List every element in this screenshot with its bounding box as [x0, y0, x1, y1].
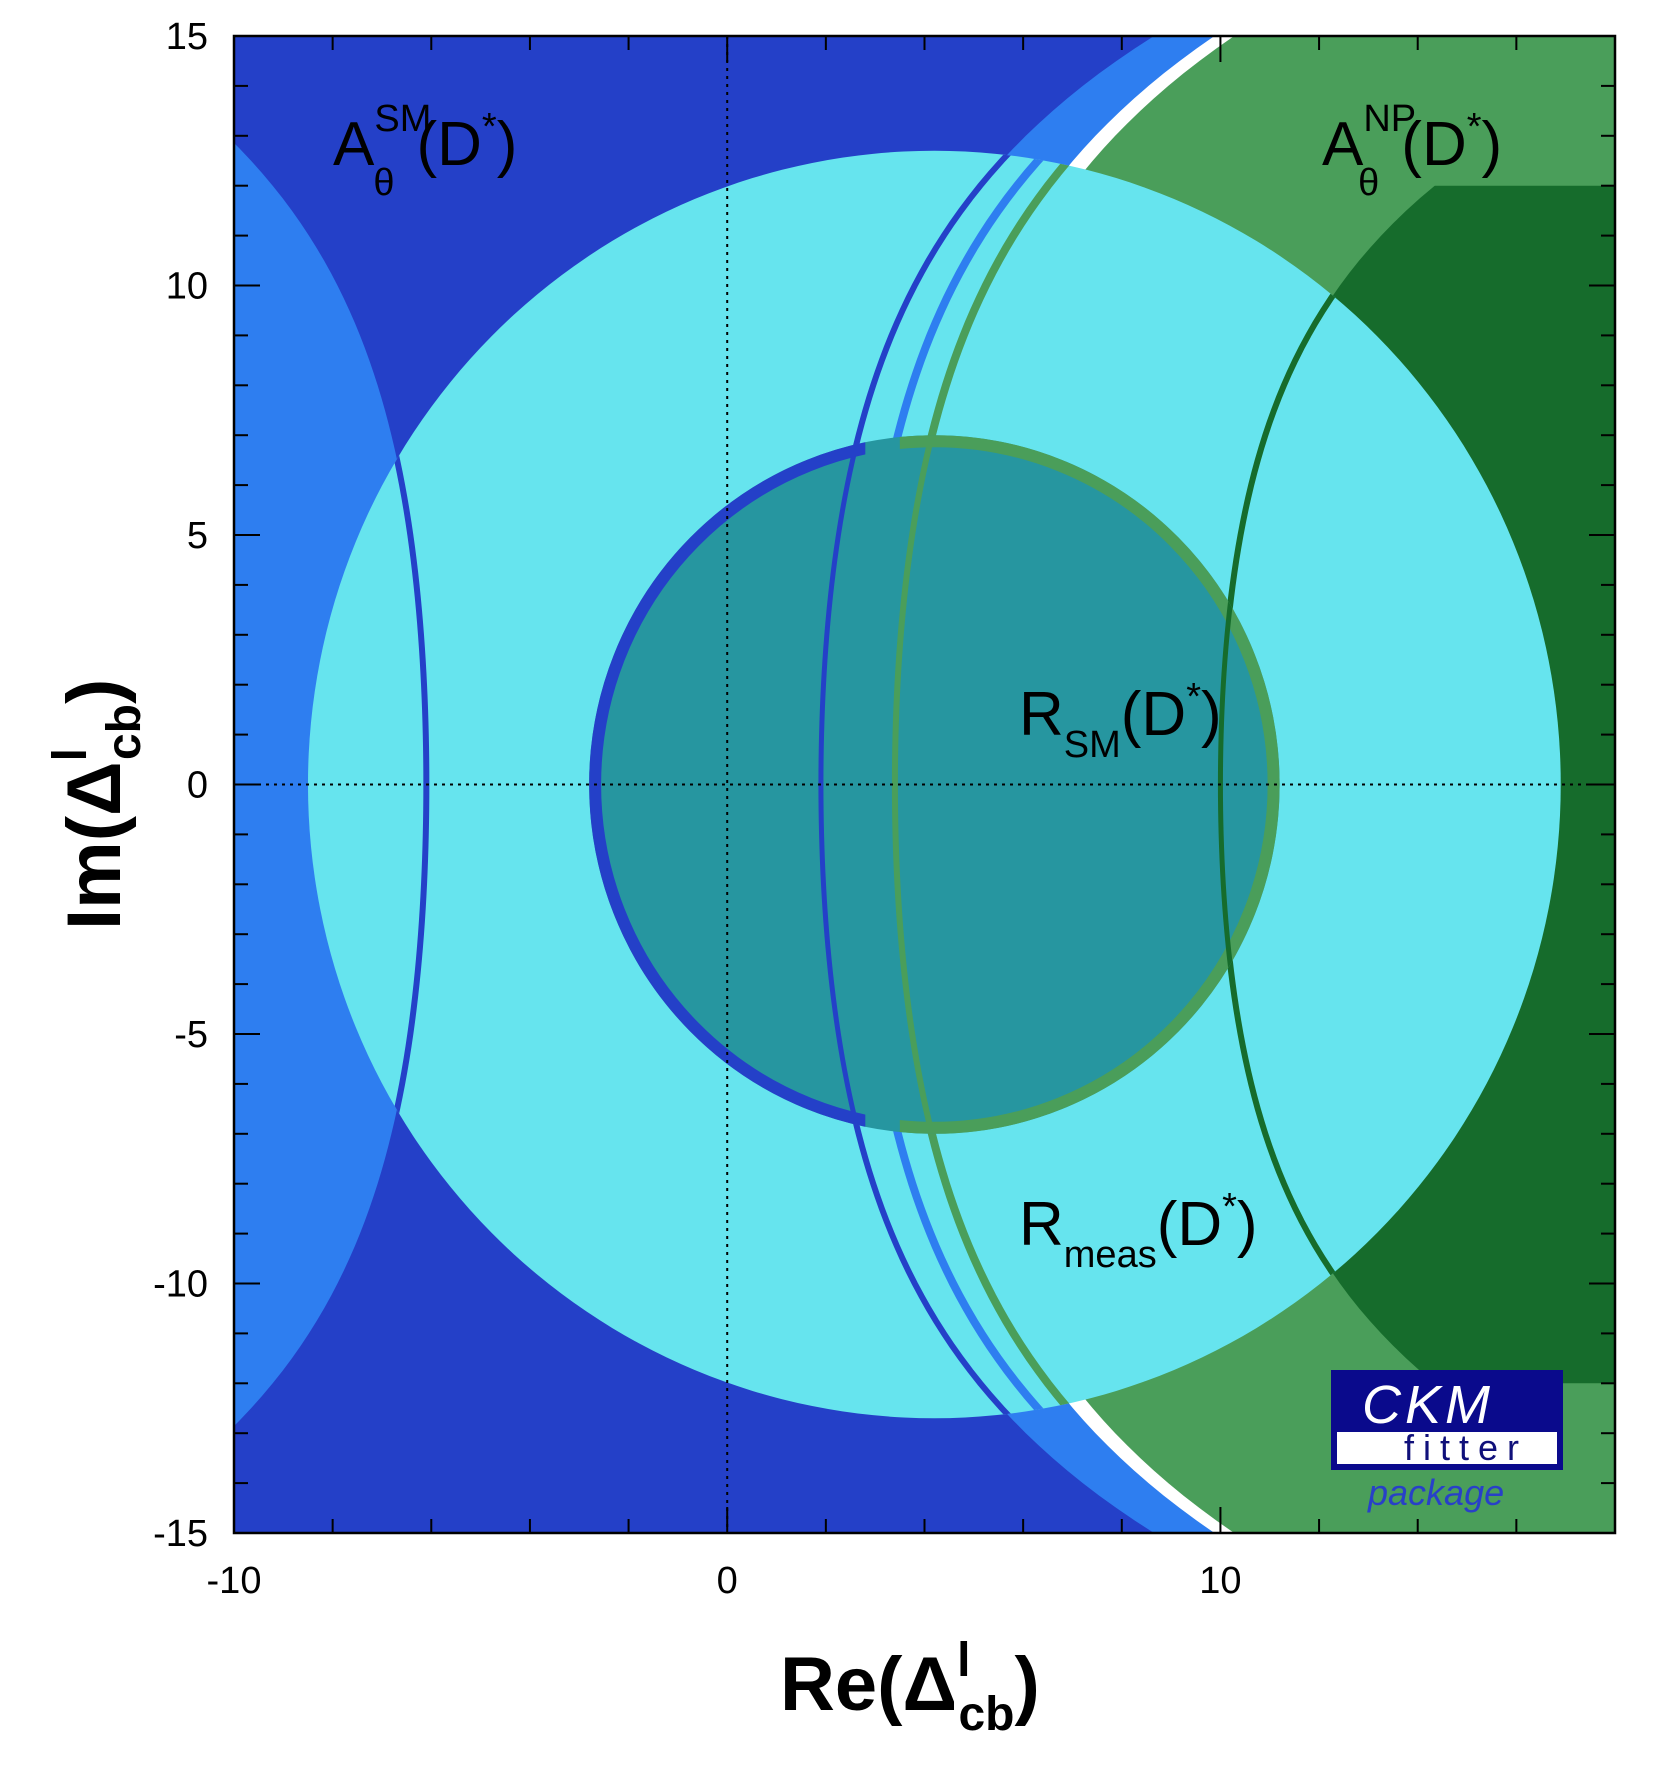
axis-ticks	[233, 35, 1616, 1534]
y-tick-label: -5	[174, 1014, 208, 1056]
annotation-r-sm: RSM(D*)	[1019, 676, 1222, 766]
x-axis-title: Re(Δl cb)	[780, 1634, 1040, 1741]
logo-fitter-text: fitter	[1404, 1427, 1528, 1468]
x-tick-label: 0	[717, 1560, 738, 1602]
logo-ckm-text: CKM	[1362, 1375, 1494, 1435]
chart-regions	[234, 36, 1615, 1533]
y-tick-label: -10	[153, 1264, 208, 1306]
reference-lines	[234, 36, 1615, 1533]
y-tick-label: 0	[187, 765, 208, 807]
logo-white-band	[1337, 1432, 1557, 1464]
x-tick-labels: -10 0 10	[207, 1560, 1242, 1602]
y-tick-label: 5	[187, 515, 208, 557]
x-tick-label: -10	[207, 1560, 262, 1602]
annotation-a-theta-sm: ASM θ(D*)	[333, 98, 517, 204]
y-axis-title: Im(Δlcb)	[44, 679, 151, 930]
annotation-a-theta-np: ANP θ(D*)	[1322, 98, 1502, 204]
x-tick-label: 10	[1199, 1560, 1241, 1602]
region-r-sm	[589, 435, 1280, 1134]
y-tick-labels: -15 -10 -5 0 5 10 15	[153, 16, 208, 1555]
annotation-r-meas: Rmeas(D*)	[1019, 1186, 1258, 1276]
y-tick-label: -15	[153, 1513, 208, 1555]
ckmfitter-logo: CKM fitter package	[1331, 1370, 1563, 1513]
y-tick-label: 10	[166, 266, 208, 308]
y-axis-title-group: Im(Δlcb)	[44, 679, 151, 930]
logo-package-text: package	[1367, 1472, 1504, 1513]
rim-r-sm-right	[899, 435, 1280, 1134]
disk-curve-a-np	[891, 435, 1280, 1134]
y-tick-label: 15	[166, 16, 208, 58]
